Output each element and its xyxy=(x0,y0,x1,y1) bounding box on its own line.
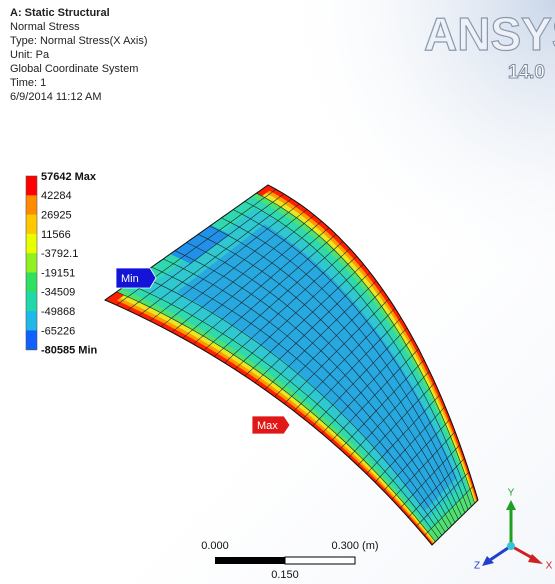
legend-swatch xyxy=(26,234,37,254)
header-line: Normal Stress xyxy=(10,21,80,33)
triad-label: X xyxy=(546,561,553,572)
header-line: Global Coordinate System xyxy=(10,63,138,75)
scale-segment xyxy=(215,557,285,564)
triad-label: Y xyxy=(508,488,515,499)
legend-label: -80585 Min xyxy=(41,345,98,357)
triad-label: Z xyxy=(474,561,480,572)
probe-label: Min xyxy=(121,273,139,285)
legend-swatch xyxy=(26,176,37,196)
legend-label: 42284 xyxy=(41,190,72,202)
legend-swatch xyxy=(26,195,37,215)
header-line: Unit: Pa xyxy=(10,49,50,61)
legend-swatch xyxy=(26,253,37,273)
legend-swatch xyxy=(26,273,37,293)
legend-swatch xyxy=(26,330,37,350)
legend-label: 11566 xyxy=(41,229,71,241)
max-probe: Max xyxy=(252,416,290,434)
scale-start: 0.000 xyxy=(201,540,229,552)
min-probe: Min xyxy=(116,268,156,288)
legend-label: -34509 xyxy=(41,287,75,299)
scale-end: 0.300 (m) xyxy=(331,540,378,552)
legend-label: -19151 xyxy=(41,267,75,279)
legend-swatch xyxy=(26,215,37,235)
result-viewer: A: Static Structural Normal Stress Type:… xyxy=(0,0,555,584)
legend-label: 57642 Max xyxy=(41,171,97,183)
legend-label: 26925 xyxy=(41,210,72,222)
legend-label: -3792.1 xyxy=(41,248,78,260)
legend-swatch xyxy=(26,292,37,312)
scale-middle: 0.150 xyxy=(271,569,299,581)
triad-origin xyxy=(507,542,515,550)
logo-version: 14.0 xyxy=(508,62,545,83)
probe-label: Max xyxy=(257,420,278,432)
legend-swatch xyxy=(26,311,37,331)
logo-name: ANSYS xyxy=(424,8,555,60)
scale-segment xyxy=(285,557,355,564)
header-line: Time: 1 xyxy=(10,77,46,89)
legend-label: -65226 xyxy=(41,325,75,337)
header-line: 6/9/2014 11:12 AM xyxy=(10,91,102,103)
legend-label: -49868 xyxy=(41,306,75,318)
header-title: A: Static Structural xyxy=(10,7,110,19)
header-line: Type: Normal Stress(X Axis) xyxy=(10,35,148,47)
